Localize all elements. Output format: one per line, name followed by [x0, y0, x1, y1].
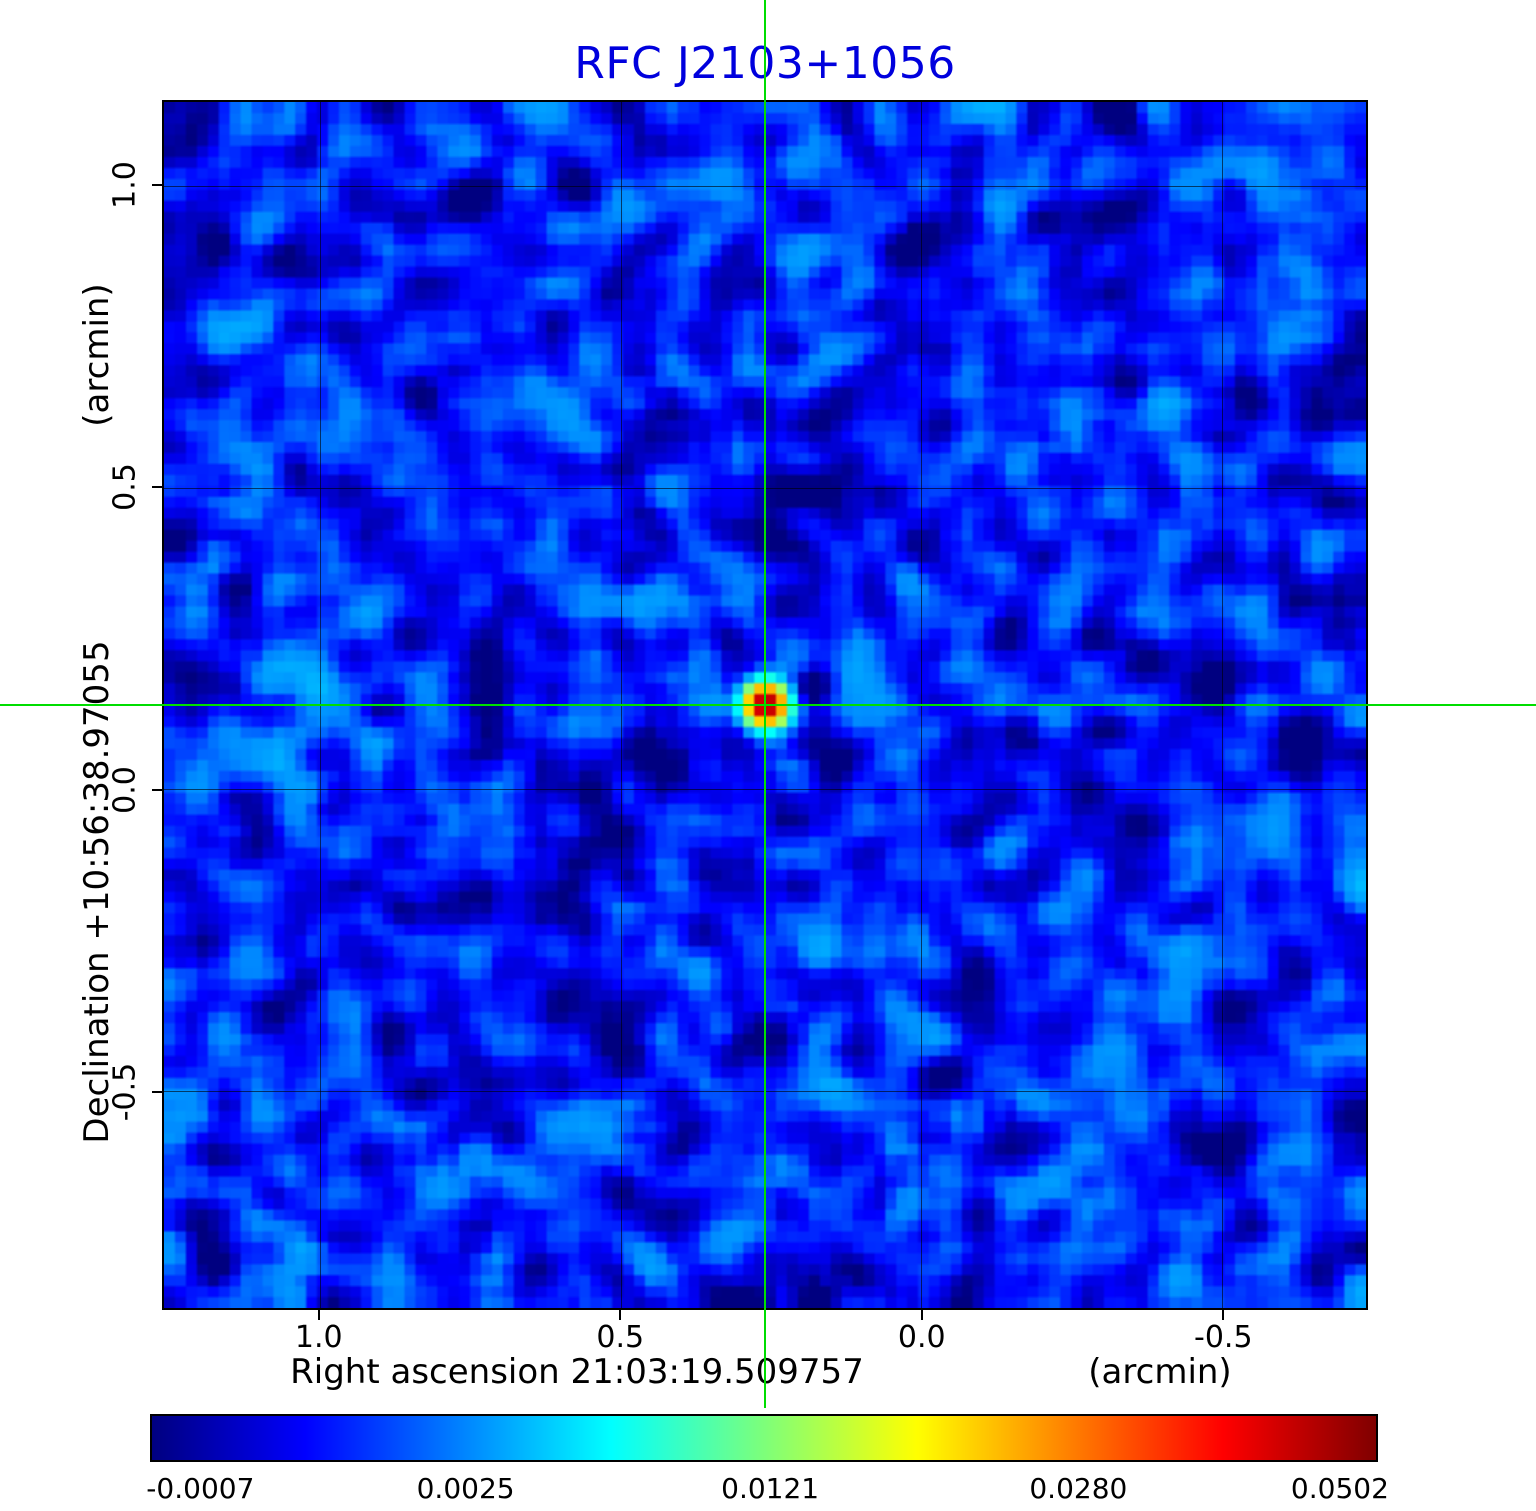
colorbar-tick-label: 0.0025 — [416, 1472, 515, 1505]
x-tick-label: -0.5 — [1193, 1320, 1253, 1355]
y-tick-label: 1.0 — [107, 160, 143, 209]
colorbar — [150, 1414, 1378, 1462]
crosshair-vertical-line — [764, 0, 766, 1408]
x-tick-mark — [1222, 1310, 1225, 1320]
x-tick-label: 0.5 — [596, 1320, 645, 1355]
y-tick-mark — [152, 788, 162, 791]
x-tick-mark — [619, 1310, 622, 1320]
y-tick-mark — [152, 486, 162, 489]
colorbar-tick-label: -0.0007 — [146, 1472, 255, 1505]
y-tick-mark — [152, 1091, 162, 1094]
y-axis-unit-label: (arcmin) — [77, 283, 117, 427]
x-tick-mark — [317, 1310, 320, 1320]
colorbar-tick-label: 0.0280 — [1029, 1472, 1128, 1505]
colorbar-tick-label: 0.0502 — [1290, 1472, 1389, 1505]
x-tick-label: 0.0 — [897, 1320, 946, 1355]
colorbar-tick-labels: -0.0007 0.0025 0.0121 0.0280 0.0502 — [146, 1472, 1389, 1506]
x-tick-labels: 1.0 0.5 0.0 -0.5 — [162, 1320, 1368, 1356]
colorbar-tick-label: 0.0121 — [721, 1472, 820, 1505]
x-tick-label: 1.0 — [294, 1320, 343, 1355]
y-tick-mark — [152, 183, 162, 186]
x-axis-unit-label: (arcmin) — [1088, 1352, 1232, 1392]
x-axis-label: Right ascension 21:03:19.509757 — [290, 1352, 864, 1392]
y-axis-label: Declination +10:56:38.97055 — [77, 640, 117, 1144]
x-tick-mark — [920, 1310, 923, 1320]
crosshair-horizontal-line — [0, 704, 1536, 706]
y-tick-label: 0.5 — [107, 463, 143, 512]
